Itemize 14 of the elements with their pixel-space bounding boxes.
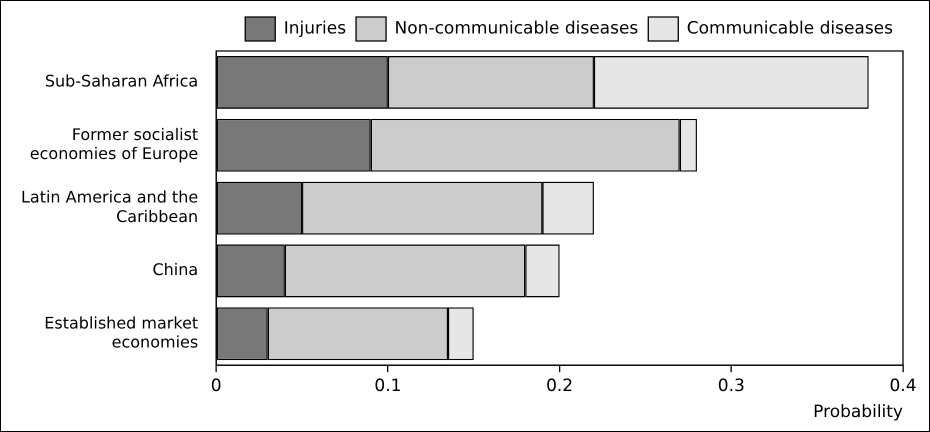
x-tick-label: 0.4	[889, 376, 917, 396]
y-tick-label: Established market economies	[44, 313, 198, 352]
x-tick-label: 0.1	[374, 376, 402, 396]
legend-label: Injuries	[284, 18, 346, 38]
x-tick-label: 0.3	[718, 376, 745, 396]
legend-label: Communicable diseases	[686, 18, 894, 38]
x-tick-label: 0	[210, 376, 222, 396]
y-tick-label: Latin America and the Caribbean	[20, 188, 198, 226]
x-axis-title: Probability	[813, 402, 903, 422]
y-tick-label: China	[152, 260, 198, 280]
x-tick-label: 0.2	[546, 376, 574, 396]
y-tick-label: Former socialist economies of Europe	[30, 124, 198, 164]
y-tick-label: Sub-Saharan Africa	[44, 72, 198, 91]
legend-label: Non-communicable diseases	[394, 18, 638, 38]
